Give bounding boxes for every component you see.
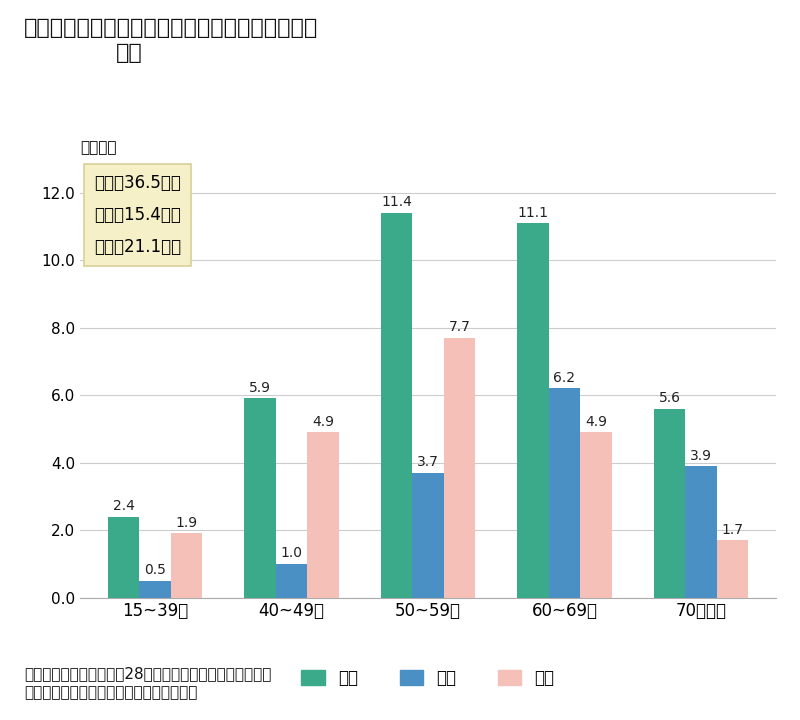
Bar	[412, 473, 444, 598]
Text: 出所：厚生労働省「平成28年国民生活基礎調査」を基に同: 出所：厚生労働省「平成28年国民生活基礎調査」を基に同	[24, 666, 271, 681]
Text: 2.4: 2.4	[113, 499, 134, 513]
Bar	[518, 223, 549, 598]
Text: 1.0: 1.0	[281, 546, 302, 560]
Bar	[444, 338, 475, 598]
Text: 6.2: 6.2	[554, 371, 575, 385]
Text: 0.5: 0.5	[144, 563, 166, 577]
Text: （万人）: （万人）	[80, 140, 117, 155]
Text: る者: る者	[116, 43, 142, 63]
Bar	[580, 432, 611, 598]
Text: 4.9: 4.9	[585, 415, 607, 429]
Text: 5.9: 5.9	[249, 381, 271, 395]
Bar	[717, 540, 748, 598]
Text: 1.9: 1.9	[175, 516, 198, 530]
Text: 11.1: 11.1	[518, 206, 549, 220]
Text: 総数：36.5万人
男性：15.4万人
女性：21.1万人: 総数：36.5万人 男性：15.4万人 女性：21.1万人	[94, 174, 181, 256]
Bar	[108, 517, 139, 598]
Text: 5.6: 5.6	[658, 391, 681, 405]
Bar	[307, 432, 338, 598]
Text: 11.4: 11.4	[381, 195, 412, 210]
Text: 1.7: 1.7	[722, 523, 743, 537]
Bar	[139, 581, 170, 598]
Text: 図９　仕事を持ちながら悪性新生物で通院してい: 図９ 仕事を持ちながら悪性新生物で通院してい	[24, 18, 318, 38]
Text: 4.9: 4.9	[312, 415, 334, 429]
Bar	[686, 466, 717, 598]
Text: 7.7: 7.7	[449, 320, 470, 334]
Bar	[381, 213, 412, 598]
Text: 3.7: 3.7	[417, 455, 439, 469]
Bar	[245, 398, 276, 598]
Bar	[654, 409, 686, 598]
Text: 3.9: 3.9	[690, 449, 712, 463]
Text: 省健康局にて特別集計したものを一部改変: 省健康局にて特別集計したものを一部改変	[24, 685, 198, 701]
Legend: 総数, 男性, 女性: 総数, 男性, 女性	[294, 662, 562, 693]
Bar	[276, 564, 307, 598]
Bar	[549, 388, 580, 598]
Bar	[170, 534, 202, 598]
